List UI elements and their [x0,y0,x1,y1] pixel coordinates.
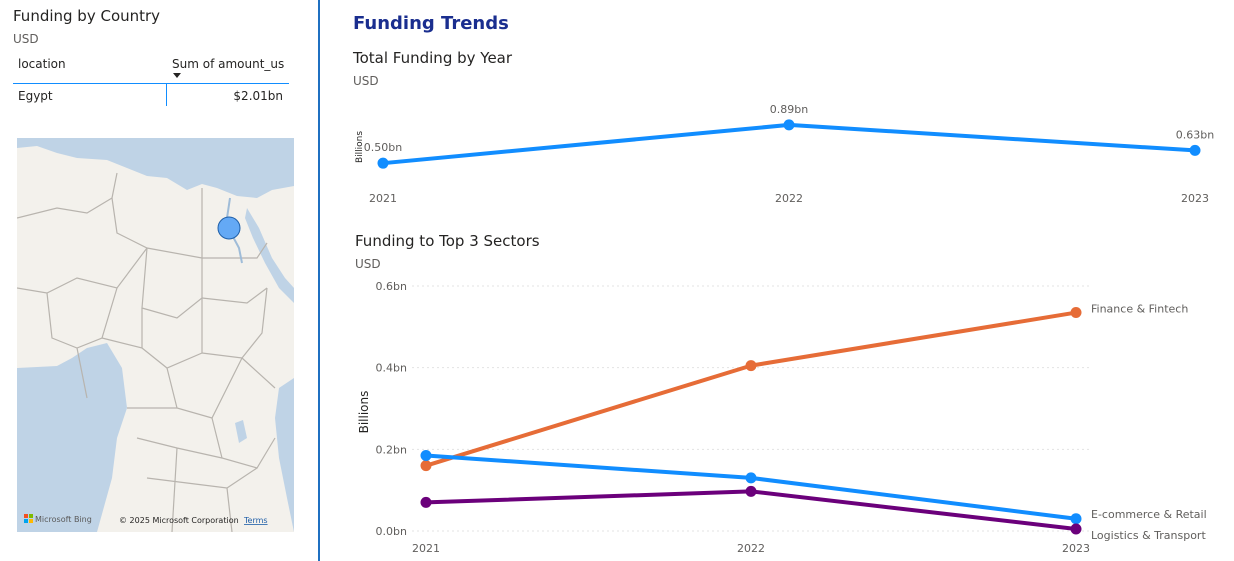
data-point [1070,523,1082,535]
bing-logo-icon-part [24,519,28,523]
column-divider [166,84,167,106]
series-line [425,489,1077,531]
map-terms-link[interactable]: Terms [243,516,268,525]
chart1-title: Total Funding by Year [353,49,513,67]
series-label: E-commerce & Retail [1091,508,1207,521]
data-label: 0.63bn [1176,128,1214,141]
country-borders [17,172,276,532]
chart2-subtitle: USD [355,257,381,271]
chart1-subtitle: USD [353,74,379,88]
data-point [745,472,757,484]
data-label: 0.50bn [364,141,402,154]
indian-ocean [275,378,294,532]
data-point [745,485,757,497]
egypt-marker[interactable] [217,216,241,240]
series-label: Logistics & Transport [1091,529,1206,542]
x-tick-label: 2022 [775,192,803,205]
y-tick-label: 0.6bn [376,280,407,293]
column-header-amount[interactable]: Sum of amount_us [172,57,285,71]
series-line [425,310,1077,468]
sort-descending-icon[interactable] [173,73,181,78]
table-row[interactable]: Egypt $2.01bn [13,84,289,108]
x-tick-label: 2021 [412,542,440,555]
map-canvas[interactable]: Microsoft Bing © 2025 Microsoft Corporat… [17,138,294,532]
header-divider [13,83,289,84]
panel-subtitle: USD [13,32,39,46]
map-copyright: © 2025 Microsoft Corporation [119,516,239,525]
data-point [745,360,757,372]
x-tick-label: 2023 [1181,192,1209,205]
funding-trends-title: Funding Trends [353,13,509,34]
x-tick-label: 2022 [737,542,765,555]
funding-by-country-panel: Funding by Country USD location Sum of a… [0,0,300,561]
total-funding-chart[interactable]: Billions 2021 2022 2023 0.50bn 0.89bn 0.63bn [350,95,1230,215]
data-point [377,157,389,169]
cell-location: Egypt [18,89,53,103]
y-tick-label: 0.4bn [376,362,407,375]
data-point [1070,513,1082,525]
series-line [382,122,1196,166]
map-attribution-brand: Microsoft Bing [35,515,92,524]
red-sea [245,208,294,303]
series-label: Finance & Fintech [1091,303,1188,316]
data-point [783,119,795,131]
column-header-location[interactable]: location [18,57,66,71]
bing-logo-icon [24,514,28,518]
data-point [420,496,432,508]
map-visual[interactable]: Microsoft Bing © 2025 Microsoft Corporat… [17,138,294,532]
data-label: 0.89bn [770,103,808,116]
y-tick-label: 0.0bn [376,525,407,538]
x-tick-label: 2023 [1062,542,1090,555]
lake-victoria [235,420,247,443]
y-tick-label: 0.2bn [376,443,407,456]
section-divider [318,0,320,561]
funding-table: location Sum of amount_us Egypt $2.01bn [13,55,289,115]
data-point [1070,307,1082,319]
data-point [1189,144,1201,156]
atlantic-ocean [17,343,127,532]
y-axis-label: Billions [357,391,371,434]
data-point [420,460,432,472]
chart2-title: Funding to Top 3 Sectors [355,232,540,250]
y-axis-label: Billions [355,131,365,163]
data-point [420,449,432,461]
top-sectors-chart[interactable]: Billions 0.0bn 0.2bn 0.4bn 0.6bn 2021 2022 2023… [350,272,1230,561]
mediterranean-sea [17,138,294,198]
bing-logo-icon-part [29,519,33,523]
panel-title: Funding by Country [13,7,161,25]
cell-amount: $2.01bn [233,89,283,103]
bing-logo-icon-part [29,514,33,518]
x-tick-label: 2021 [369,192,397,205]
